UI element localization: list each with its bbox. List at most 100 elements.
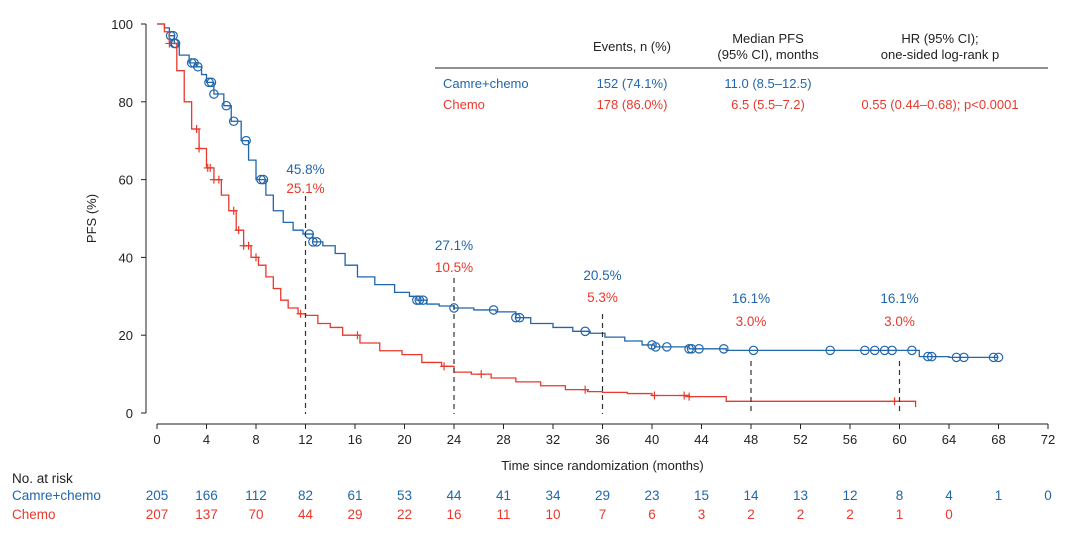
censor-mark-camre-chemo [993,352,1004,363]
risk-count: 23 [644,488,659,503]
risk-count: 41 [496,488,511,503]
censor-mark-camre-chemo [165,30,176,41]
censor-mark-chemo [229,206,238,215]
risk-count: 112 [245,488,267,503]
risk-table-title: No. at risk [12,471,73,486]
x-tick-label: 60 [892,432,906,447]
y-tick-label: 0 [126,406,133,421]
censor-mark-camre-chemo [684,344,694,354]
x-tick-label: 20 [397,432,411,447]
censor-mark-chemo [195,144,204,153]
legend-header: (95% CI), months [717,47,819,62]
x-tick-label: 40 [645,432,659,447]
legend-header: Events, n (%) [593,39,671,54]
x-tick-label: 28 [496,432,510,447]
landmark-label-camre-chemo: 16.1% [732,291,770,306]
censor-mark-camre-chemo [308,237,318,247]
censor-mark-chemo [206,163,215,172]
risk-count: 3 [698,507,706,522]
risk-count: 4 [945,488,953,503]
y-tick-label: 20 [119,328,133,343]
censor-mark-camre-chemo [951,352,962,363]
censor-mark-chemo [440,362,449,371]
censor-mark-chemo [477,370,486,379]
risk-count: 61 [347,488,362,503]
landmark-label-camre-chemo: 45.8% [286,162,324,177]
censor-mark-chemo [192,125,201,134]
legend-median: 6.5 (5.5–7.2) [731,97,805,112]
x-tick-label: 48 [744,432,758,447]
x-tick-label: 24 [447,432,461,447]
x-tick-label: 32 [546,432,560,447]
x-tick-label: 56 [843,432,857,447]
censor-mark-camre-chemo [256,174,266,185]
x-tick-label: 72 [1041,432,1055,447]
landmark-label-chemo: 5.3% [587,290,618,305]
risk-count: 82 [298,488,313,503]
risk-count: 2 [797,507,805,522]
censor-mark-chemo [296,309,305,318]
x-tick-label: 16 [348,432,362,447]
censor-mark-camre-chemo [686,344,697,354]
censor-mark-camre-chemo [418,295,428,305]
risk-count: 10 [545,507,560,522]
censor-mark-camre-chemo [258,174,269,185]
censor-mark-chemo [353,331,362,340]
risk-count: 2 [846,507,854,522]
legend-median: 11.0 (8.5–12.5) [724,76,811,91]
risk-count: 6 [648,507,656,522]
risk-count: 29 [347,507,362,522]
risk-row-label: Chemo [12,507,56,522]
risk-count: 8 [896,488,904,503]
censor-mark-camre-chemo [488,305,499,315]
legend-hr: 0.55 (0.44–0.68); p<0.0001 [861,97,1018,112]
censor-mark-camre-chemo [650,342,661,352]
legend-header: Median PFS [732,31,804,46]
risk-count: 29 [595,488,610,503]
x-tick-label: 8 [252,432,259,447]
censor-mark-camre-chemo [228,116,239,127]
x-tick-label: 0 [153,432,160,447]
risk-count: 2 [747,507,755,522]
risk-count: 44 [446,488,462,503]
censor-mark-chemo [214,175,223,184]
censor-mark-camre-chemo [414,295,425,305]
risk-count: 14 [743,488,759,503]
censor-mark-camre-chemo [241,135,251,146]
x-tick-label: 4 [203,432,210,447]
censor-mark-camre-chemo [449,303,459,313]
censor-mark-camre-chemo [988,352,999,363]
censor-mark-chemo [234,226,243,235]
censor-mark-camre-chemo [514,312,525,323]
censor-mark-camre-chemo [907,345,917,356]
y-tick-label: 40 [119,250,133,265]
legend-events: 152 (74.1%) [597,76,668,91]
x-tick-label: 44 [694,432,708,447]
landmark-label-chemo: 10.5% [435,260,473,275]
risk-count: 1 [995,488,1003,503]
censor-mark-chemo [680,391,689,400]
x-axis-label: Time since randomization (months) [501,458,704,473]
risk-count: 13 [793,488,808,503]
risk-count: 0 [945,507,953,522]
censor-mark-camre-chemo [825,345,835,356]
risk-count: 44 [298,507,314,522]
censor-mark-camre-chemo [926,351,937,362]
censor-mark-camre-chemo [718,344,729,354]
censor-mark-camre-chemo [887,345,897,356]
censor-mark-chemo [581,385,590,394]
landmark-label-chemo: 3.0% [736,314,767,329]
censor-mark-camre-chemo [412,295,422,305]
risk-count: 0 [1044,488,1052,503]
x-tick-label: 36 [595,432,609,447]
censor-mark-camre-chemo [694,344,704,354]
censor-mark-chemo [165,39,174,48]
landmark-label-camre-chemo: 20.5% [583,268,621,283]
censor-mark-camre-chemo [209,89,219,99]
censor-mark-camre-chemo [511,312,521,323]
censor-mark-camre-chemo [206,77,217,88]
landmark-label-chemo: 3.0% [884,314,915,329]
legend-header: HR (95% CI); [901,31,978,46]
